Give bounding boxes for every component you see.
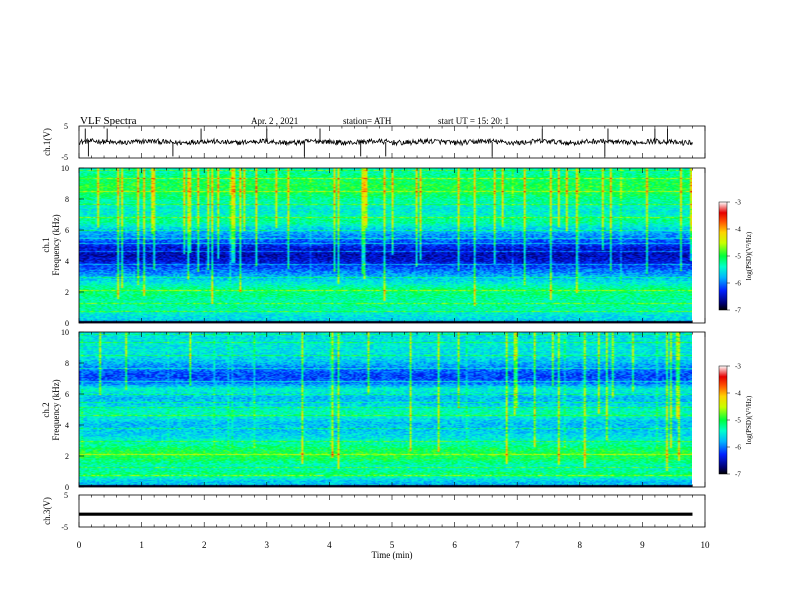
ch2-spectrogram-image <box>79 332 692 487</box>
colorbar-tick-label-cbar2-ticks-0: -3 <box>735 363 741 371</box>
figure-station: station= ATH <box>343 116 392 126</box>
x-axis-label: Time (min) <box>372 550 413 560</box>
freq-tick-label-yticks-p2-4: 8 <box>65 195 69 204</box>
freq-tick-label-yticks-p3-5: 10 <box>61 328 69 337</box>
ch2-colorbar: -3 -4 -5 -6 -7 log(PSD)(V²/Hz) <box>718 363 753 479</box>
ch1-waveform-ytick-top: 5 <box>64 122 68 131</box>
freq-tick-label-yticks-p2-2: 4 <box>65 257 69 266</box>
x-tick-label-6: 6 <box>452 540 457 550</box>
ch1-waveform-trace <box>78 137 693 147</box>
ch1-colorbar: -3 -4 -5 -6 -7 log(PSD)(V²/Hz) <box>718 199 753 315</box>
freq-tick-label-yticks-p2-5: 10 <box>61 164 69 173</box>
freq-tick-label-yticks-p3-1: 2 <box>65 452 69 461</box>
ch3-waveform-ytick-bottom: -5 <box>61 523 68 532</box>
colorbar-tick-label-cbar2-ticks-4: -7 <box>735 471 741 479</box>
freq-tick-label-yticks-p3-4: 8 <box>65 359 69 368</box>
colorbar-tick-label-cbar1-ticks-1: -4 <box>735 226 741 234</box>
x-tick-label-3: 3 <box>265 540 270 550</box>
x-tick-label-4: 4 <box>327 540 332 550</box>
x-tick-label-5: 5 <box>390 540 395 550</box>
ch3-waveform-xticks <box>78 495 706 527</box>
ch1-waveform-ytick-bottom: -5 <box>61 153 68 162</box>
ch1-waveform-panel: 5 -5 ch.1(V) <box>42 122 706 162</box>
colorbar-tick-label-cbar2-ticks-1: -4 <box>735 390 741 398</box>
figure-start-ut: start UT = 15: 20: 1 <box>438 116 509 126</box>
colorbar-tick-label-cbar1-ticks-4: -7 <box>735 307 741 315</box>
ch1-spectrogram-ylabel: ch.1 <box>41 237 51 252</box>
freq-tick-label-yticks-p2-0: 0 <box>65 319 69 328</box>
figure-date: Apr. 2 , 2021 <box>251 116 298 126</box>
ch2-colorbar-ticks: -3 -4 -5 -6 -7 <box>727 363 741 479</box>
ch2-colorbar-gradient <box>718 365 728 475</box>
ch1-colorbar-gradient <box>718 201 728 311</box>
ch1-spectrogram-panel: 0 2 4 6 8 10 ch.1 Frequency (kHz) <box>41 164 706 328</box>
freq-tick-label-yticks-p2-1: 2 <box>65 288 69 297</box>
figure-title: VLF Spectra <box>80 115 137 127</box>
ch3-waveform-ytick-top: 5 <box>64 491 68 500</box>
colorbar-tick-label-cbar1-ticks-0: -3 <box>735 199 741 207</box>
ch1-spectrogram-image <box>79 168 692 323</box>
colorbar-tick-label-cbar1-ticks-3: -6 <box>735 280 741 288</box>
ch3-waveform-ylabel: ch.3(V) <box>42 497 52 525</box>
ch2-spectrogram-yticks: 0 2 4 6 8 10 <box>61 328 84 492</box>
x-tick-label-8: 8 <box>578 540 583 550</box>
ch1-waveform-xticks <box>78 126 706 158</box>
x-tick-label-2: 2 <box>202 540 207 550</box>
x-tick-label-0: 0 <box>77 540 82 550</box>
freq-tick-label-yticks-p3-3: 6 <box>65 390 69 399</box>
ch1-spectrogram-ylabel-frequency: Frequency (kHz) <box>51 214 61 275</box>
freq-tick-label-yticks-p3-0: 0 <box>65 483 69 492</box>
x-tick-label-10: 10 <box>701 540 711 550</box>
ch2-spectrogram-panel: 0 2 4 6 8 10 ch.2 Frequency (kHz) <box>41 328 706 492</box>
ch2-spectrogram-ylabel-frequency: Frequency (kHz) <box>51 379 61 440</box>
colorbar-tick-label-cbar2-ticks-2: -5 <box>735 417 741 425</box>
ch3-waveform-panel: 5 -5 ch.3(V) <box>42 491 706 532</box>
x-tick-label-7: 7 <box>515 540 520 550</box>
ch2-spectrogram-ylabel: ch.2 <box>41 402 51 417</box>
ch1-waveform-ylabel: ch.1(V) <box>42 128 52 156</box>
ch1-spectrogram-xticks <box>78 168 706 323</box>
ch2-colorbar-label: log(PSD)(V²/Hz) <box>745 395 753 444</box>
x-tick-label-9: 9 <box>640 540 645 550</box>
ch2-spectrogram-xticks <box>78 332 706 487</box>
colorbar-tick-label-cbar1-ticks-2: -5 <box>735 253 741 261</box>
freq-tick-label-yticks-p2-3: 6 <box>65 226 69 235</box>
ch1-colorbar-ticks: -3 -4 -5 -6 -7 <box>727 199 741 315</box>
colorbar-tick-label-cbar2-ticks-3: -6 <box>735 444 741 452</box>
x-tick-label-1: 1 <box>139 540 144 550</box>
freq-tick-label-yticks-p3-2: 4 <box>65 421 69 430</box>
ch3-waveform-frame <box>78 494 706 528</box>
ch1-spectrogram-yticks: 0 2 4 6 8 10 <box>61 164 84 328</box>
ch1-colorbar-label: log(PSD)(V²/Hz) <box>745 231 753 280</box>
